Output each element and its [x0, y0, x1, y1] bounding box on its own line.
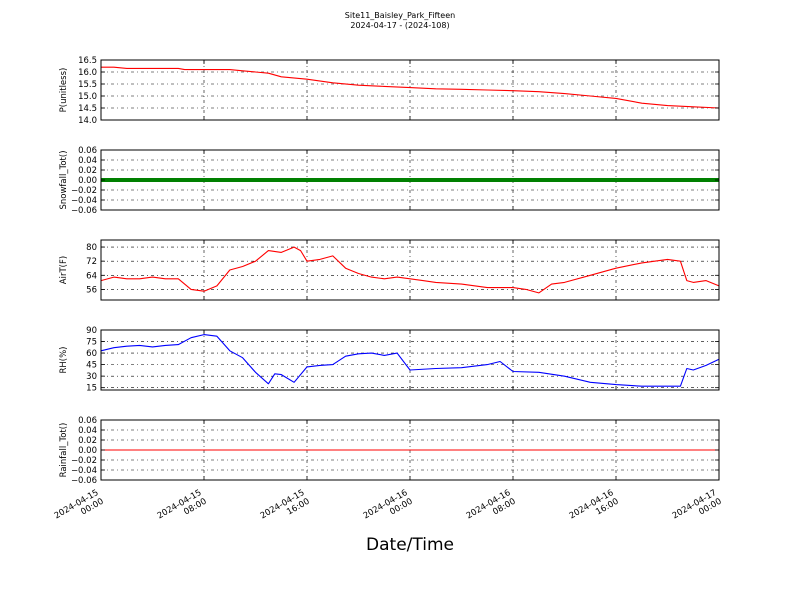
y-tick-label: 0.04: [78, 156, 97, 166]
y-tick-label: 0.00: [78, 176, 97, 186]
y-tick-label: 75: [86, 338, 97, 348]
y-tick-label: 72: [86, 257, 97, 267]
y-tick-label: 90: [86, 326, 97, 336]
y-tick-label: 0.04: [78, 426, 97, 436]
panel-3: 56 64 72 80 AirT(F): [59, 239, 720, 301]
y-tick-label: 15.0: [78, 92, 97, 102]
y-tick-label: 15: [86, 384, 97, 394]
x-axis-label: Date/Time: [366, 535, 454, 555]
y-axis-label: Snowfall_Tot(): [59, 150, 69, 209]
y-tick-label: 15.5: [78, 80, 97, 90]
y-tick-label: 0.00: [78, 446, 97, 456]
y-tick-label: −0.04: [71, 196, 97, 206]
x-tick-label: 2024-04-1516:00: [259, 488, 312, 530]
y-tick-label: −0.02: [71, 456, 97, 466]
x-tick-label: 2024-04-1508:00: [156, 488, 209, 530]
y-tick-label: 64: [86, 271, 97, 281]
y-tick-label: 30: [86, 372, 97, 382]
y-axis-label: Rainfall_Tot(): [59, 423, 69, 478]
series-line: [100, 334, 720, 387]
y-tick-label: 80: [86, 243, 97, 253]
y-axis-label: P(unitless): [59, 68, 69, 113]
y-tick-label: 0.06: [78, 416, 97, 426]
y-tick-label: −0.04: [71, 466, 97, 476]
x-tick-label: 2024-04-1700:00: [671, 488, 724, 530]
chart-subtitle: 2024-04-17 - (2024-108): [350, 21, 450, 30]
chart-title: Site11_Baisley_Park_Fifteen: [344, 11, 456, 20]
y-tick-label: 0.02: [78, 166, 97, 176]
x-tick-label: 2024-04-1616:00: [568, 488, 621, 530]
panel-2: −0.06−0.04−0.020.000.020.040.06 Snowfall_…: [59, 146, 720, 216]
y-tick-label: −0.02: [71, 186, 97, 196]
series-line: [101, 66, 720, 109]
panel-1: 14.0 14.5 15.0 15.5 16.0 16.5 P(unitless): [59, 56, 720, 126]
x-tick-label: 2024-04-1608:00: [465, 488, 518, 530]
y-axis-label: RH(%): [59, 346, 69, 373]
y-tick-label: −0.06: [71, 476, 97, 486]
x-tick-label: 2024-04-1600:00: [362, 488, 415, 530]
y-tick-label: 14.0: [78, 116, 97, 126]
panel-5: −0.06−0.04−0.020.000.020.040.06 Rainfall_…: [59, 416, 720, 486]
y-tick-label: 0.06: [78, 146, 97, 156]
y-tick-label: 60: [86, 349, 97, 359]
y-tick-label: −0.06: [71, 206, 97, 216]
series-line: [100, 246, 720, 294]
y-axis-label: AirT(F): [59, 256, 69, 284]
y-tick-label: 0.02: [78, 436, 97, 446]
y-tick-label: 45: [86, 361, 97, 371]
y-tick-label: 16.0: [78, 68, 97, 78]
y-tick-label: 56: [86, 285, 97, 295]
x-tick-label: 2024-04-1500:00: [53, 488, 106, 530]
y-tick-label: 16.5: [78, 56, 97, 66]
y-tick-label: 14.5: [78, 104, 97, 114]
